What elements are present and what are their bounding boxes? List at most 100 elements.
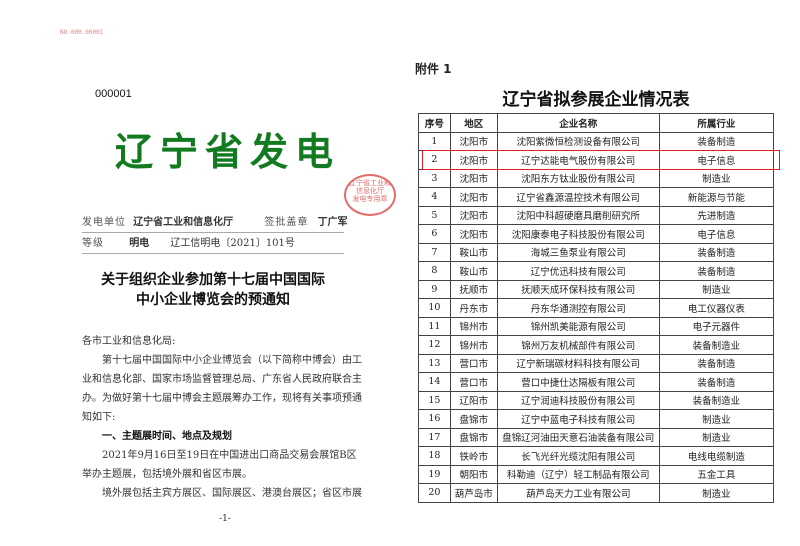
row-company: 辽宁新瑞碳材料科技有限公司 — [496, 353, 660, 373]
sender: 辽宁省工业和信息化厅 — [133, 217, 234, 228]
row-index: 6 — [418, 224, 451, 244]
table-row: 18 铁岭市 长飞光纤光缆沈阳有限公司 电线电缆制造 — [418, 446, 775, 466]
row-industry: 制造业 — [658, 409, 775, 429]
row-region: 盘锦市 — [449, 409, 498, 429]
row-industry: 装备制造 — [658, 131, 775, 151]
row-region: 锦州市 — [449, 316, 498, 336]
row-index: 19 — [418, 464, 451, 484]
row-industry: 电线电缆制造 — [658, 446, 775, 466]
row-index: 17 — [418, 427, 451, 447]
row-industry: 制造业 — [658, 168, 775, 188]
notice-title: 关于组织企业参加第十七届中国国际 中小企业博览会的预通知 — [82, 270, 344, 310]
table-row: 13 营口市 辽宁新瑞碳材料科技有限公司 装备制造 — [418, 353, 775, 373]
serial-number: NO.000.00001 — [60, 29, 104, 36]
row-region: 铁岭市 — [449, 446, 498, 466]
table-row: 6 沈阳市 沈阳康泰电子科技股份有限公司 电子信息 — [418, 224, 775, 244]
row-index: 3 — [418, 168, 451, 188]
row-industry: 装备制造 — [658, 353, 775, 373]
sender-row: 发电单位 辽宁省工业和信息化厅 签批盖章 丁广军 — [82, 213, 348, 233]
table-row: 14 营口市 营口中捷仕达隔板有限公司 装备制造 — [418, 372, 775, 392]
row-company: 锦州凯美能源有限公司 — [496, 316, 660, 336]
row-industry: 五金工具 — [658, 464, 775, 484]
row-region: 营口市 — [449, 353, 498, 373]
row-company: 营口中捷仕达隔板有限公司 — [496, 372, 660, 392]
row-company: 沈阳中科超硬磨具磨削研究所 — [496, 205, 660, 225]
row-index: 10 — [418, 298, 451, 318]
row-region: 鞍山市 — [449, 242, 498, 262]
row-index: 1 — [418, 131, 451, 151]
row-index: 12 — [418, 335, 451, 355]
highlight-box — [422, 150, 780, 170]
row-industry: 装备制造业 — [658, 390, 775, 410]
row-industry: 装备制造 — [658, 261, 775, 281]
row-industry: 制造业 — [658, 427, 775, 447]
row-company: 锦州万友机械部件有限公司 — [496, 335, 660, 355]
official-stamp: 辽宁省工业和信息化厅 发电专用章 — [344, 174, 396, 216]
row-region: 丹东市 — [449, 298, 498, 318]
row-industry: 电子元器件 — [658, 316, 775, 336]
table-row: 10 丹东市 丹东华通测控有限公司 电工仪器仪表 — [418, 298, 775, 318]
row-industry: 装备制造 — [658, 372, 775, 392]
stamp-text-bottom: 发电专用章 — [352, 195, 388, 203]
row-index: 4 — [418, 187, 451, 207]
paragraph: 境外展包括主宾方展区、国际展区、港澳台展区；省区市展 — [102, 488, 362, 499]
row-region: 沈阳市 — [449, 168, 498, 188]
col-header: 企业名称 — [496, 113, 660, 133]
paragraph: 2021年9月16日至19日在中国进出口商品交易会展馆B区举办主题展，包括境外展… — [82, 450, 357, 480]
signer-label: 签批盖章 — [264, 217, 309, 228]
row-company: 海城三鱼泵业有限公司 — [496, 242, 660, 262]
row-region: 辽阳市 — [449, 390, 498, 410]
row-company: 葫芦岛天力工业有限公司 — [496, 483, 660, 503]
row-index: 13 — [418, 353, 451, 373]
paragraph: 第十七届中国国际中小企业博览会（以下简称中博会）由工业和信息化部、国家市场监督管… — [82, 355, 362, 423]
table-row: 1 沈阳市 沈阳紫微恒检测设备有限公司 装备制造 — [418, 131, 775, 151]
col-header: 地区 — [449, 113, 498, 133]
row-industry: 电子信息 — [658, 224, 775, 244]
table-row: 20 葫芦岛市 葫芦岛天力工业有限公司 制造业 — [418, 483, 775, 503]
row-industry: 先进制造 — [658, 205, 775, 225]
row-company: 辽宁省鑫源温控技术有限公司 — [496, 187, 660, 207]
row-company: 辽宁优迅科技有限公司 — [496, 261, 660, 281]
col-header: 所属行业 — [658, 113, 775, 133]
title-line: 关于组织企业参加第十七届中国国际 — [101, 272, 325, 288]
row-index: 11 — [418, 316, 451, 336]
sender-label: 发电单位 — [82, 217, 126, 228]
row-index: 14 — [418, 372, 451, 392]
row-index: 7 — [418, 242, 451, 262]
row-industry: 新能源与节能 — [658, 187, 775, 207]
table-row: 11 锦州市 锦州凯美能源有限公司 电子元器件 — [418, 316, 775, 336]
row-index: 9 — [418, 279, 451, 299]
row-company: 沈阳东方钛业股份有限公司 — [496, 168, 660, 188]
row-company: 抚顺天成环保科技有限公司 — [496, 279, 660, 299]
row-region: 营口市 — [449, 372, 498, 392]
page-number: -1- — [219, 514, 231, 524]
row-company: 沈阳康泰电子科技股份有限公司 — [496, 224, 660, 244]
row-index: 16 — [418, 409, 451, 429]
grade-label: 等级 — [82, 238, 104, 249]
section-heading: 一、主题展时间、地点及规划 — [102, 431, 232, 442]
row-company: 辽宁中蓝电子科技有限公司 — [496, 409, 660, 429]
row-company: 盘锦辽河油田天意石油装备有限公司 — [496, 427, 660, 447]
row-region: 盘锦市 — [449, 427, 498, 447]
row-region: 沈阳市 — [449, 224, 498, 244]
row-index: 15 — [418, 390, 451, 410]
row-region: 抚顺市 — [449, 279, 498, 299]
attachment-label: 附件 1 — [415, 62, 452, 76]
reference-number: 辽工信明电〔2021〕101号 — [170, 238, 295, 249]
table-row: 8 鞍山市 辽宁优迅科技有限公司 装备制造 — [418, 261, 775, 281]
table-row: 4 沈阳市 辽宁省鑫源温控技术有限公司 新能源与节能 — [418, 187, 775, 207]
telegram-banner: 辽宁省发电 — [115, 129, 341, 174]
grade-row: 等级 明电 辽工信明电〔2021〕101号 — [82, 234, 344, 254]
notice-body: 各市工业和信息化局: 第十七届中国国际中小企业博览会（以下简称中博会）由工业和信… — [82, 332, 364, 503]
table-title: 辽宁省拟参展企业情况表 — [502, 90, 690, 110]
row-company: 长飞光纤光缆沈阳有限公司 — [496, 446, 660, 466]
table-row: 17 盘锦市 盘锦辽河油田天意石油装备有限公司 制造业 — [418, 427, 775, 447]
title-line: 中小企业博览会的预通知 — [136, 292, 290, 308]
table-row: 12 锦州市 锦州万友机械部件有限公司 装备制造业 — [418, 335, 775, 355]
signer: 丁广军 — [317, 217, 348, 228]
row-region: 朝阳市 — [449, 464, 498, 484]
row-region: 沈阳市 — [449, 187, 498, 207]
row-region: 葫芦岛市 — [449, 483, 498, 503]
row-company: 丹东华通测控有限公司 — [496, 298, 660, 318]
row-index: 18 — [418, 446, 451, 466]
